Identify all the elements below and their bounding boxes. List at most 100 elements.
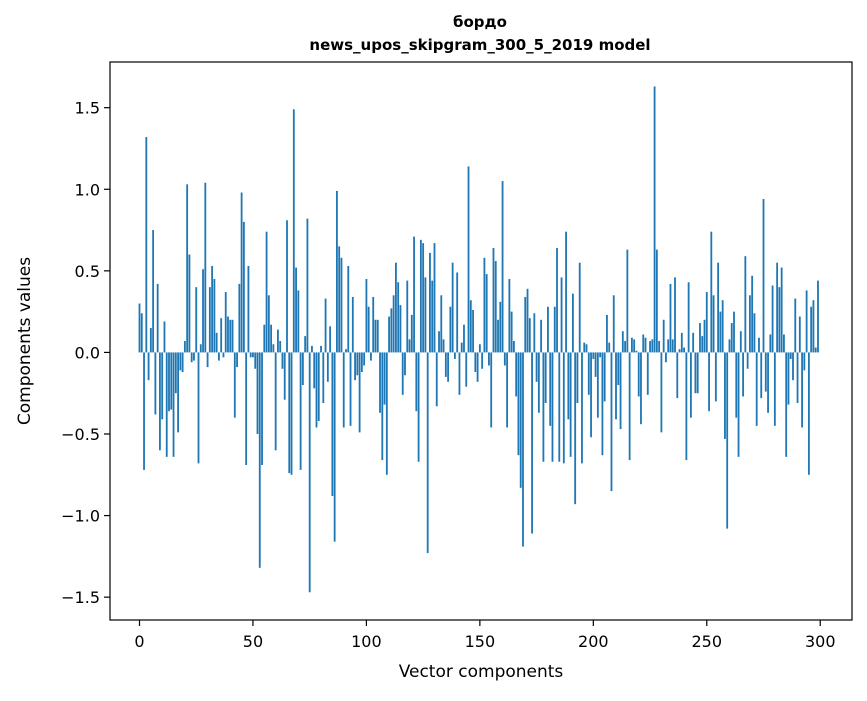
bar	[515, 352, 518, 397]
bar	[460, 342, 463, 353]
bar	[544, 352, 547, 403]
bar	[147, 352, 150, 381]
bar	[785, 352, 788, 457]
bar	[510, 311, 513, 353]
bar	[229, 319, 232, 353]
bar	[696, 352, 699, 394]
bar	[440, 295, 443, 353]
bar	[601, 352, 604, 456]
bar	[694, 352, 697, 394]
x-tick-label: 150	[465, 632, 496, 651]
bar	[211, 265, 214, 353]
bar	[406, 280, 409, 353]
bar	[272, 344, 275, 353]
bar	[655, 249, 658, 353]
bar	[769, 334, 772, 353]
bar	[263, 324, 266, 353]
bar	[817, 280, 819, 353]
bar	[281, 352, 284, 369]
bar	[773, 352, 776, 426]
bar	[753, 313, 756, 353]
bar	[612, 295, 615, 353]
bar	[703, 319, 706, 353]
bar	[254, 352, 257, 369]
bar	[188, 254, 191, 353]
bar	[535, 352, 538, 382]
bar	[726, 352, 729, 529]
bar	[329, 326, 332, 353]
bar	[735, 352, 738, 418]
bar	[571, 293, 574, 353]
bar	[533, 313, 536, 353]
bar	[494, 261, 497, 353]
bar	[338, 246, 341, 353]
bar	[215, 332, 218, 353]
bar	[562, 352, 565, 464]
bar	[540, 319, 543, 353]
bar	[576, 352, 579, 403]
x-axis-label: Vector components	[399, 662, 564, 682]
bar	[429, 252, 431, 353]
bar	[787, 352, 790, 405]
bar	[168, 352, 170, 412]
plot-frame	[109, 61, 853, 621]
bar	[783, 334, 785, 353]
bar	[712, 295, 715, 353]
bar	[646, 352, 649, 395]
bar	[746, 352, 749, 369]
bar	[506, 352, 509, 428]
bar	[469, 300, 472, 353]
bar	[705, 292, 708, 353]
bar	[404, 352, 406, 376]
bar	[392, 295, 395, 353]
bar	[526, 288, 529, 353]
bar	[760, 352, 763, 399]
bar	[567, 352, 570, 420]
bar	[478, 344, 481, 353]
bar	[692, 332, 695, 353]
bar	[360, 352, 363, 372]
bar	[181, 352, 184, 372]
bar	[288, 352, 291, 474]
bar	[528, 318, 531, 353]
bar	[748, 295, 751, 353]
y-axis-label: Components values	[15, 257, 35, 425]
bar	[195, 287, 198, 353]
bar	[417, 352, 420, 462]
bar	[247, 265, 250, 353]
bar	[301, 352, 304, 386]
bar	[213, 279, 216, 353]
bar	[395, 262, 397, 353]
bar	[581, 352, 583, 464]
bar	[224, 292, 227, 353]
bar	[295, 267, 297, 353]
bar	[778, 287, 781, 353]
bar	[465, 352, 468, 387]
bar	[807, 352, 810, 475]
y-tick-label: 0.5	[75, 262, 100, 281]
bar	[256, 352, 259, 434]
bar	[485, 274, 488, 353]
bar	[767, 352, 769, 413]
bar	[640, 352, 642, 425]
bar	[193, 352, 195, 361]
bar	[326, 352, 329, 382]
y-tick-label: −1.5	[61, 588, 100, 607]
bar	[381, 352, 384, 461]
bar	[174, 352, 177, 394]
bar	[370, 352, 372, 361]
bar	[633, 339, 636, 353]
bar	[653, 86, 656, 353]
bar	[801, 352, 803, 428]
bar	[699, 323, 701, 353]
bar	[454, 352, 456, 359]
bar	[497, 319, 499, 353]
bar	[651, 339, 654, 353]
bar	[433, 243, 436, 353]
bar	[431, 280, 434, 353]
bar	[590, 352, 592, 438]
bar	[728, 339, 731, 353]
bar	[721, 300, 724, 353]
bar	[333, 352, 336, 542]
bar	[365, 279, 368, 353]
